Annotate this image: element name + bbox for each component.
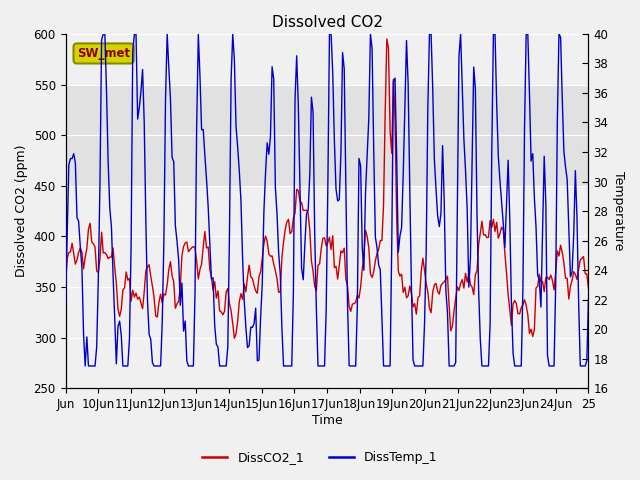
Bar bbox=[65, 84, 588, 186]
Legend: DissCO2_1, DissTemp_1: DissCO2_1, DissTemp_1 bbox=[197, 446, 443, 469]
Y-axis label: Temperature: Temperature bbox=[612, 171, 625, 251]
Title: Dissolved CO2: Dissolved CO2 bbox=[271, 15, 383, 30]
X-axis label: Time: Time bbox=[312, 414, 342, 427]
Text: SW_met: SW_met bbox=[77, 47, 130, 60]
Y-axis label: Dissolved CO2 (ppm): Dissolved CO2 (ppm) bbox=[15, 145, 28, 277]
